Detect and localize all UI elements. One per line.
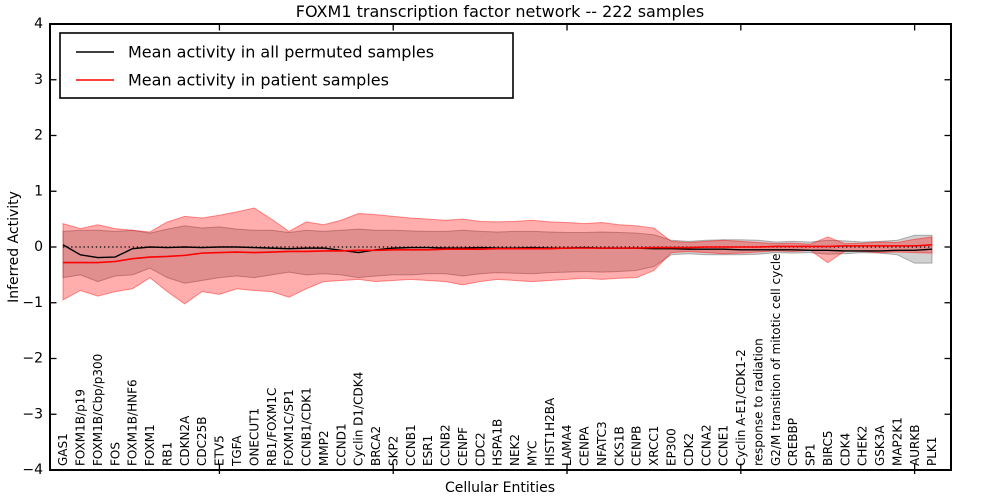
x-category-label: GSK3A	[873, 425, 887, 466]
x-category-label: CCNB1	[404, 424, 418, 466]
x-category-label: AURKB	[908, 425, 922, 466]
x-category-label: CKS1B	[612, 426, 626, 466]
x-category-labels: GAS1 FOXM1B/p19 FOXM1B/Cbp/p300 FOS FOXM1B/H…	[56, 253, 939, 467]
x-category-label: CCNE1	[717, 425, 731, 466]
x-category-label: G2/M transition of mitotic cell cycle	[769, 253, 783, 466]
x-category-label: CCND1	[334, 423, 348, 466]
legend-box	[59, 32, 514, 99]
x-category-label: ONECUT1	[247, 408, 261, 466]
x-category-label: CREBBP	[786, 418, 800, 466]
x-category-label: NEK2	[508, 434, 522, 466]
x-category-label: BRCA2	[369, 426, 383, 466]
x-category-label: CENPA	[578, 426, 592, 466]
patient-samples-range-band	[62, 207, 933, 305]
x-category-label: MYC	[525, 441, 539, 466]
plot-frame	[49, 23, 952, 471]
x-category-label: Cyclin D1/CDK4	[352, 372, 366, 466]
x-category-label: MAP2K1	[890, 417, 904, 466]
x-category-label: HIST1H2BA	[543, 397, 557, 466]
x-category-label: CDC25B	[195, 417, 209, 467]
x-category-label: CDKN2A	[178, 415, 192, 466]
x-category-label: GAS1	[56, 433, 70, 466]
y-tick-label: 3	[34, 72, 43, 88]
y-tick-label: 4	[34, 16, 43, 32]
x-category-label: NFATC3	[595, 421, 609, 466]
x-category-label: CCNB2	[439, 424, 453, 466]
x-axis-label: Cellular Entities	[445, 480, 555, 496]
y-tick-label: −2	[22, 351, 43, 367]
x-category-label: response to radiation	[751, 338, 765, 466]
series-line-1	[63, 243, 933, 264]
y-tick-label: 0	[34, 239, 43, 255]
y-tick-label: −3	[22, 406, 43, 422]
y-tick-label: 1	[34, 183, 43, 199]
x-category-label: CDK2	[682, 433, 696, 466]
x-category-label: HSPA1B	[491, 419, 505, 466]
x-category-label: EP300	[665, 428, 679, 466]
y-tick-labels: 4 3 2 1 0 −1 −2 −3 −4	[22, 16, 43, 478]
x-category-label: CENPB	[630, 426, 644, 466]
x-category-label: FOXM1B/Cbp/p300	[91, 354, 105, 466]
y-tick-label: −4	[22, 462, 43, 478]
x-category-label: ETV5	[213, 435, 227, 466]
x-category-label: FOXM1B/HNF6	[126, 379, 140, 466]
x-category-label: RB1	[160, 442, 174, 466]
x-category-label: SKP2	[386, 436, 400, 466]
x-category-label: FOXM1	[143, 424, 157, 466]
x-category-label: CHEK2	[856, 426, 870, 467]
x-category-label: FOS	[108, 442, 122, 466]
x-category-label: RB1/FOXM1C	[265, 388, 279, 466]
x-category-label: CDC2	[473, 432, 487, 466]
permuted-samples-range-band	[62, 225, 933, 284]
x-category-label: SP1	[804, 444, 818, 467]
y-axis-label: Inferred Activity	[6, 191, 22, 303]
x-category-label: ESR1	[421, 435, 435, 466]
confidence-bands	[62, 207, 933, 305]
x-category-label: TGFA	[230, 435, 244, 467]
x-category-label: Cyclin A-E1/CDK1-2	[734, 349, 748, 466]
x-category-label: CCNA2	[699, 424, 713, 466]
legend: Mean activity in all permuted samples Me…	[59, 32, 514, 99]
x-category-label: LAMA4	[560, 425, 574, 466]
legend-label-permuted: Mean activity in all permuted samples	[128, 43, 434, 62]
x-category-label: FOXM1C/SP1	[282, 389, 296, 466]
chart-title: FOXM1 transcription factor network -- 22…	[296, 2, 704, 21]
x-category-label: BIRC5	[821, 430, 835, 466]
x-category-label: CENPF	[456, 427, 470, 466]
y-tick-label: −1	[22, 295, 43, 311]
series-lines	[62, 243, 933, 264]
x-category-label: XRCC1	[647, 426, 661, 466]
y-tick-label: 2	[34, 128, 43, 144]
x-category-label: CDK4	[838, 433, 852, 466]
x-category-label: MMP2	[317, 430, 331, 466]
legend-label-patient: Mean activity in patient samples	[128, 71, 389, 90]
x-category-label: FOXM1B/p19	[74, 389, 88, 466]
x-category-label: PLK1	[925, 437, 939, 466]
x-category-label: CCNB1/CDK1	[300, 387, 314, 466]
